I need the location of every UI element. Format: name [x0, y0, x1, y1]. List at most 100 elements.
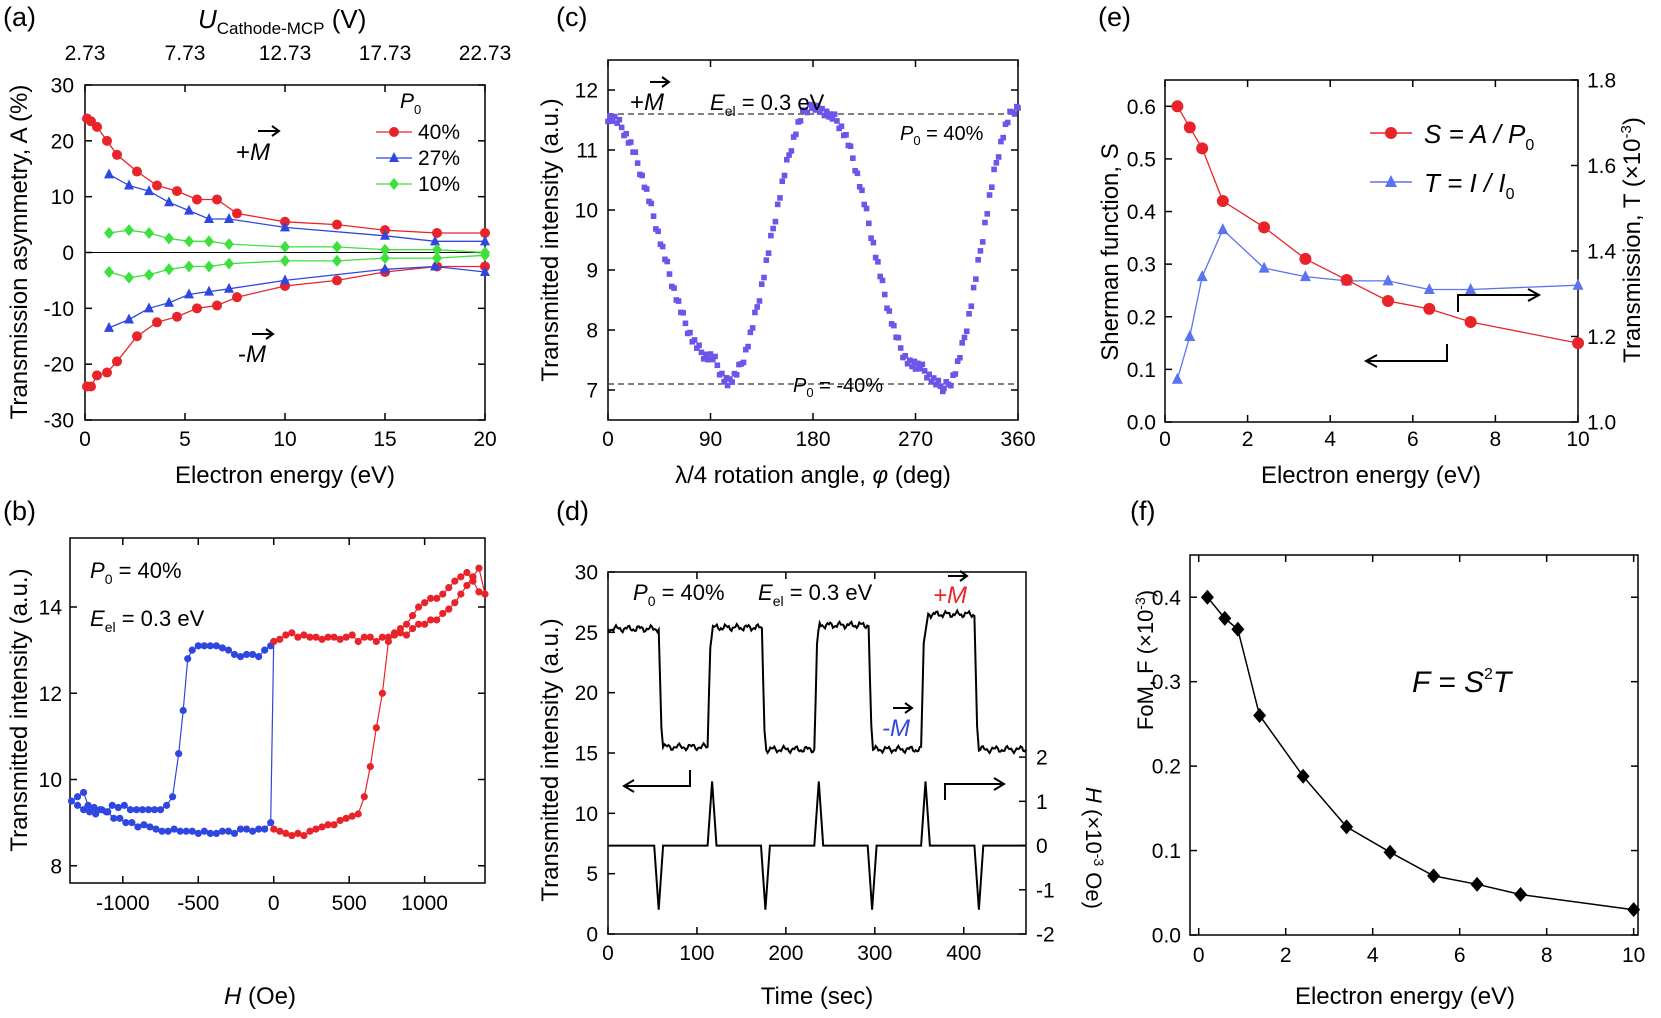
data-point [1296, 768, 1310, 784]
field-trace [608, 781, 1026, 910]
data-point [812, 107, 819, 113]
data-point [134, 823, 142, 831]
data-point [415, 620, 423, 628]
y-tick-label: 1.2 [1587, 326, 1616, 349]
x-tick-label: 8 [1541, 944, 1553, 967]
data-point [1423, 282, 1435, 294]
series-line [71, 639, 275, 835]
data-point [1200, 589, 1214, 605]
data-point [781, 172, 788, 179]
data-point [276, 635, 284, 643]
data-point [445, 605, 453, 613]
legend-marker [1385, 127, 1397, 139]
y-tick-label: 1 [1036, 791, 1048, 814]
data-point [1572, 337, 1584, 350]
left-axis-arrow-icon [622, 770, 691, 793]
panel-e-legend [1370, 127, 1412, 187]
y-tick-label: 0.1 [1152, 840, 1181, 863]
panel-e-right-axis-arrow-icon [1457, 288, 1542, 312]
data-point [280, 274, 290, 285]
data-point [138, 806, 147, 814]
data-point [318, 635, 326, 643]
data-point [627, 139, 634, 145]
data-point [752, 309, 758, 316]
data-point [332, 219, 342, 230]
data-point [144, 806, 153, 814]
data-point [432, 252, 442, 265]
data-point [847, 143, 854, 150]
data-point [110, 814, 118, 822]
data-point [267, 819, 275, 827]
data-point [300, 631, 308, 639]
data-point [432, 227, 442, 238]
data-point [614, 120, 620, 126]
data-point [332, 275, 342, 286]
data-point [463, 568, 471, 577]
data-point [1171, 372, 1183, 384]
data-point [402, 620, 411, 628]
x-tick-label: 0 [602, 428, 614, 451]
data-point [612, 113, 618, 120]
panel-f-label: (f) [1130, 496, 1155, 526]
data-point [809, 105, 815, 111]
data-point [1258, 261, 1270, 273]
data-point [378, 689, 386, 697]
data-point [618, 124, 625, 131]
x-tick-label: 4 [1324, 428, 1336, 451]
data-point [1184, 330, 1196, 341]
data-point [870, 239, 877, 246]
panel-d-frame [607, 571, 1027, 935]
data-point [104, 266, 114, 279]
data-point [784, 156, 790, 163]
data-point [144, 302, 154, 313]
data-point [306, 827, 314, 835]
data-point [675, 298, 682, 304]
data-point [998, 138, 1004, 145]
data-point [430, 235, 440, 246]
data-point [288, 831, 296, 840]
data-point [1470, 876, 1484, 892]
panel-a-top-axis-title: UCathode-MCP (V) [198, 4, 366, 38]
x-tick-label: 300 [857, 942, 892, 965]
y-tick-label: 10 [39, 769, 62, 792]
data-point [1231, 621, 1245, 637]
data-point [98, 806, 106, 814]
data-point [648, 200, 655, 207]
data-point [909, 363, 915, 370]
data-point [919, 361, 926, 368]
data-point [1382, 274, 1394, 286]
data-point [146, 823, 154, 831]
legend-marker [1385, 175, 1397, 187]
panel-d-annot-p0: P0 = 40% [633, 580, 725, 609]
x-tick-label: 12.73 [259, 42, 312, 65]
data-point [92, 370, 102, 381]
minus-m-arrow-icon [252, 328, 275, 340]
data-point [114, 803, 122, 812]
panel-d-minus-m-arrow-icon [893, 702, 914, 714]
x-tick-label: 6 [1454, 944, 1466, 967]
y-tick-label: 0 [586, 924, 598, 947]
x-tick-label: 500 [332, 892, 367, 915]
data-point [758, 281, 765, 287]
data-point [230, 829, 239, 838]
data-point [212, 829, 220, 838]
data-point [982, 219, 988, 226]
data-point [86, 808, 94, 816]
data-point [761, 274, 767, 281]
data-point [902, 352, 909, 359]
data-point [232, 292, 242, 303]
data-point [421, 620, 429, 628]
data-point [280, 254, 290, 267]
data-point [650, 213, 657, 219]
data-point [390, 629, 399, 637]
data-point [957, 354, 963, 361]
data-point [779, 178, 786, 185]
data-point [451, 577, 459, 585]
x-tick-label: 17.73 [359, 42, 412, 65]
y-tick-label: 15 [575, 743, 598, 766]
data-point [605, 118, 611, 125]
data-point [204, 213, 214, 223]
data-point [814, 102, 821, 109]
panel-a-xlabel: Electron energy (eV) [175, 462, 395, 489]
